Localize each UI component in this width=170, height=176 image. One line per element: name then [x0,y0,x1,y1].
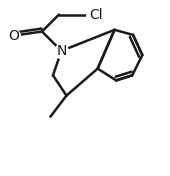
Text: O: O [8,29,19,43]
Text: Cl: Cl [89,8,103,22]
Text: N: N [56,44,67,58]
